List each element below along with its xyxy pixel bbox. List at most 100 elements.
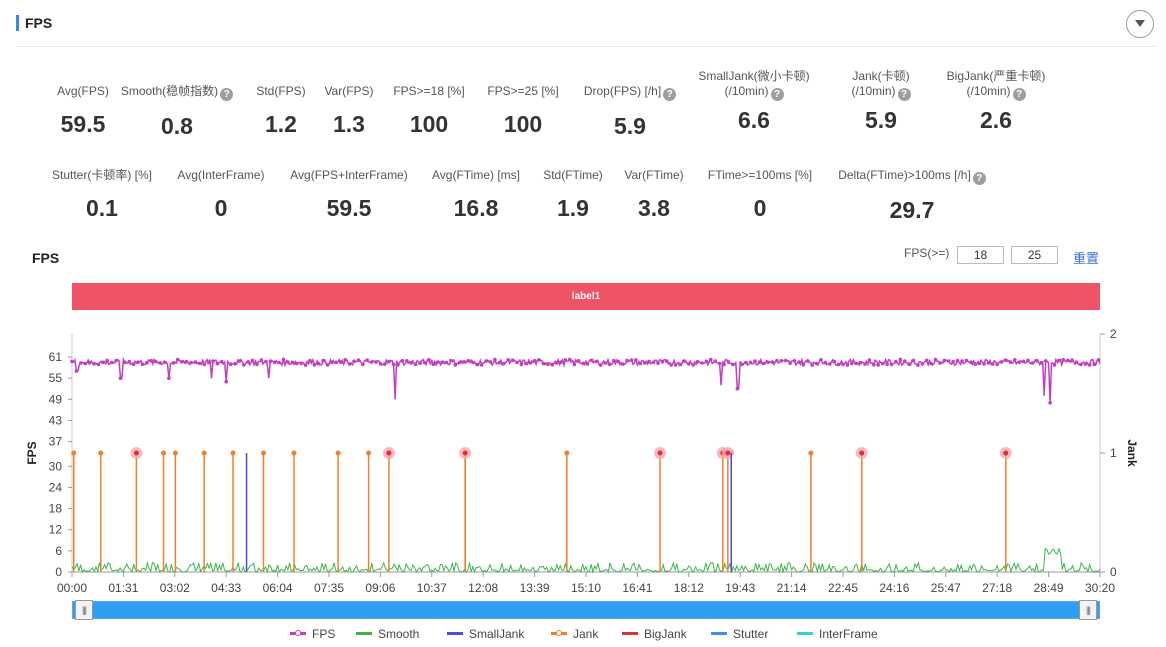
fps-point-147 (286, 360, 290, 364)
y-tick-label-4: 24 (49, 480, 63, 494)
legend-item-interframe[interactable]: InterFrame (797, 627, 878, 641)
fps-point-273 (471, 360, 475, 365)
fps-point-519 (832, 359, 836, 364)
fps-point-474 (766, 360, 770, 365)
fps-point-39 (127, 359, 132, 364)
metric-metrics_row2-6: FTime>=100ms [%] 0 (694, 168, 826, 222)
legend-swatch (447, 632, 463, 635)
legend-swatch (711, 632, 727, 635)
fps-point-186 (343, 358, 348, 362)
fps-point-594 (942, 358, 947, 363)
fps-point-144 (281, 357, 286, 362)
fps-point-582 (924, 358, 929, 363)
help-icon[interactable]: ? (220, 88, 234, 101)
metric-label: FPS>=18 [%] (393, 84, 465, 98)
fps-point-87 (198, 361, 202, 366)
bigjank-point-0 (133, 450, 139, 456)
x-tick-label-10: 15:10 (571, 581, 601, 595)
fps-point-288 (493, 357, 497, 362)
fps-point-435 (709, 357, 713, 362)
metric-value: 0 (753, 195, 767, 221)
fps-point-462 (748, 360, 753, 365)
metric-value: 3.8 (638, 195, 670, 221)
slider-handle-left[interactable]: ||| (75, 600, 93, 620)
metric-label: Avg(InterFrame) (177, 168, 265, 182)
fps-point-567 (902, 359, 907, 363)
help-icon[interactable]: ? (972, 172, 986, 185)
legend-item-stutter[interactable]: Stutter (711, 627, 768, 641)
threshold-input-2[interactable] (1011, 246, 1058, 264)
fps-point-45 (136, 360, 140, 364)
help-icon[interactable]: ? (770, 88, 784, 101)
metric-label: Jank(卡顿) (852, 69, 910, 83)
help-icon[interactable]: ? (663, 88, 677, 101)
fps-point-363 (603, 361, 607, 365)
y2-tick-label-1: 1 (1110, 446, 1117, 460)
fps-point-471 (761, 361, 766, 366)
label-band[interactable]: label1 (72, 283, 1100, 310)
fps-point-468 (757, 360, 762, 365)
x-tick-label-11: 16:41 (622, 581, 652, 595)
metric-label: Drop(FPS) [/h]? (570, 84, 690, 101)
bigjank-point-5 (725, 450, 731, 456)
fps-point-369 (612, 358, 616, 363)
x-tick-label-7: 10:37 (417, 581, 447, 595)
metric-value: 59.5 (326, 195, 372, 221)
fps-point-315 (532, 358, 537, 363)
collapse-button[interactable] (1126, 10, 1154, 38)
fps-point-696 (1092, 362, 1096, 366)
fps-point-66 (167, 376, 171, 380)
y-tick-label-10: 61 (49, 350, 63, 364)
reset-link[interactable]: 重置 (1073, 251, 1100, 266)
threshold-input-1[interactable] (957, 246, 1004, 264)
fps-point-297 (506, 358, 511, 362)
legend-item-fps[interactable]: FPS (290, 627, 335, 641)
fps-point-681 (1070, 358, 1074, 362)
fps-point-660 (1039, 360, 1044, 365)
fps-point-264 (457, 360, 462, 365)
fps-point-255 (444, 360, 449, 365)
fps-point-192 (352, 359, 356, 363)
legend-label: BigJank (644, 627, 687, 641)
fps-point-324 (546, 362, 550, 366)
fps-point-246 (431, 362, 436, 366)
fps-point-231 (409, 361, 414, 365)
fps-point-21 (101, 360, 105, 365)
legend-item-smalljank[interactable]: SmallJank (447, 627, 524, 641)
fps-point-93 (206, 360, 211, 365)
legend-item-bigjank[interactable]: BigJank (622, 627, 687, 641)
slider-handle-right[interactable]: ||| (1079, 600, 1097, 620)
bigjank-point-1 (386, 450, 392, 456)
legend-swatch (797, 632, 813, 635)
fps-point-234 (413, 362, 418, 367)
fps-point-189 (347, 362, 352, 366)
fps-point-348 (581, 361, 585, 366)
fps-point-12 (87, 361, 92, 365)
fps-point-204 (369, 360, 374, 364)
fps-point-276 (475, 362, 480, 367)
jank-point-5 (230, 450, 236, 456)
help-icon[interactable]: ? (1012, 88, 1026, 101)
help-icon[interactable]: ? (897, 88, 911, 101)
fps-point-690 (1083, 362, 1088, 366)
y2-axis-title: Jank (1125, 439, 1139, 467)
fps-point-9 (83, 361, 87, 366)
legend-item-smooth[interactable]: Smooth (356, 627, 419, 641)
fps-point-510 (819, 358, 823, 362)
fps-point-543 (867, 358, 872, 362)
legend-label: Smooth (378, 627, 420, 641)
fps-point-621 (982, 362, 986, 366)
fps-point-546 (872, 363, 876, 367)
x-tick-label-8: 12:08 (468, 581, 498, 595)
fps-point-423 (691, 363, 695, 367)
jank-point-6 (261, 450, 267, 456)
jank-point-11 (564, 450, 570, 456)
metric-metrics_row2-3: Avg(FTime) [ms] 16.8 (418, 168, 534, 222)
fps-point-150 (290, 360, 295, 365)
fps-point-354 (590, 358, 594, 363)
x-tick-label-14: 21:14 (777, 581, 807, 595)
time-range-slider[interactable]: ||| ||| (72, 600, 1100, 620)
legend-item-jank[interactable]: Jank (551, 627, 598, 641)
fps-point-498 (801, 363, 806, 367)
